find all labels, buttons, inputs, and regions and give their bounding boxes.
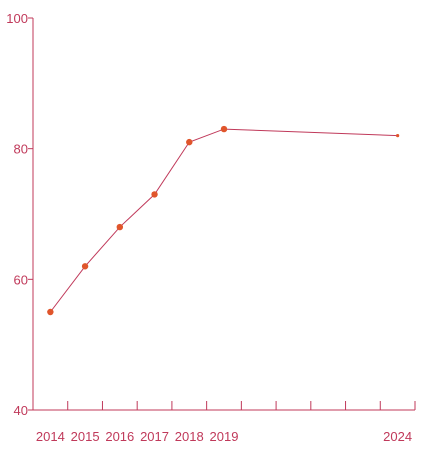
data-point — [116, 223, 124, 231]
x-axis-ticks: 2014 2015 2016 2017 2018 2019 2024 — [36, 401, 416, 444]
y-tick-label: 60 — [14, 272, 28, 287]
x-tick-label: 2017 — [140, 429, 169, 444]
data-point — [396, 134, 400, 138]
x-tick-label: 2015 — [71, 429, 100, 444]
data-point — [186, 138, 193, 146]
data-point — [81, 263, 89, 270]
y-tick-label: 100 — [6, 11, 28, 26]
y-tick-label: 80 — [14, 142, 28, 157]
y-axis-ticks: 40 60 80 100 — [6, 11, 33, 418]
plot-area — [47, 125, 400, 316]
y-tick-label: 40 — [14, 403, 28, 418]
x-tick-label: 2018 — [175, 429, 204, 444]
data-point — [151, 191, 158, 198]
x-tick-label: 2019 — [210, 429, 239, 444]
x-tick-label: 2016 — [105, 429, 134, 444]
data-point — [220, 125, 228, 133]
data-point — [47, 308, 54, 316]
x-tick-label: 2024 — [383, 429, 412, 444]
series-line — [49, 128, 398, 313]
x-tick-label: 2014 — [36, 429, 65, 444]
